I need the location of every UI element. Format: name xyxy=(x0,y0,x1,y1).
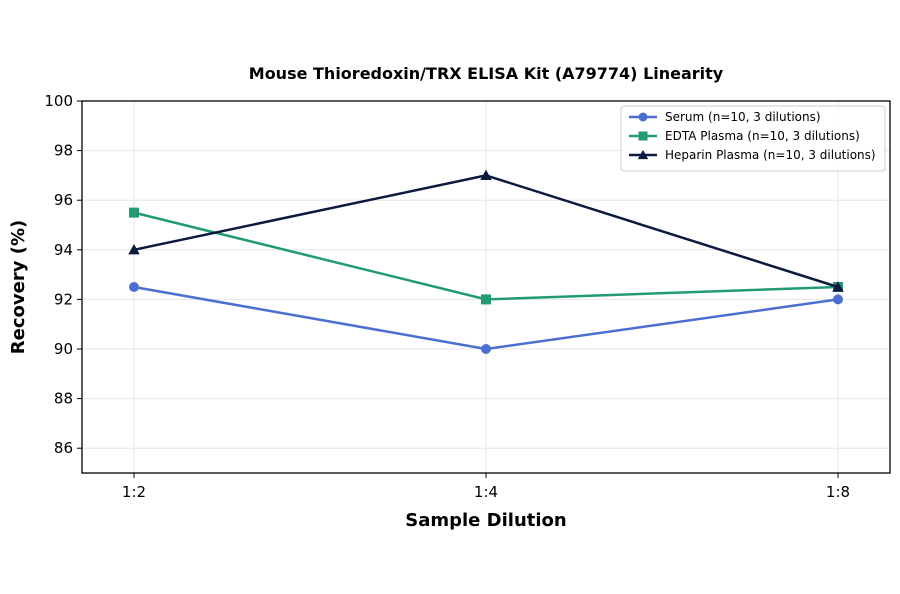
data-point xyxy=(129,282,139,292)
y-tick-label: 88 xyxy=(54,390,73,408)
data-point xyxy=(480,169,492,180)
data-point xyxy=(832,281,844,292)
x-tick-label: 1:2 xyxy=(122,483,146,501)
y-tick-label: 86 xyxy=(54,439,73,457)
x-tick-label: 1:4 xyxy=(474,483,498,501)
data-point xyxy=(481,344,491,354)
x-axis-label: Sample Dilution xyxy=(405,510,566,531)
y-tick-label: 100 xyxy=(44,92,73,110)
series-0 xyxy=(129,282,843,354)
data-point xyxy=(481,294,491,305)
legend-marker xyxy=(637,149,649,160)
y-tick-label: 90 xyxy=(54,340,73,358)
chart-title: Mouse Thioredoxin/TRX ELISA Kit (A79774)… xyxy=(249,64,724,83)
data-point xyxy=(128,244,140,255)
legend-marker xyxy=(638,131,648,141)
data-point xyxy=(129,207,139,218)
legend-item: Serum (n=10, 3 dilutions) xyxy=(629,110,821,124)
y-tick-label: 94 xyxy=(54,241,73,259)
legend-item: Heparin Plasma (n=10, 3 dilutions) xyxy=(629,148,876,162)
legend-label: Serum (n=10, 3 dilutions) xyxy=(665,110,821,124)
y-tick-label: 98 xyxy=(54,142,73,160)
legend-marker xyxy=(638,112,648,122)
y-tick-label: 92 xyxy=(54,290,73,308)
legend-item: EDTA Plasma (n=10, 3 dilutions) xyxy=(629,129,860,143)
y-axis-label: Recovery (%) xyxy=(8,220,29,354)
data-point xyxy=(833,294,843,305)
series-layer xyxy=(128,169,844,354)
x-tick-label: 1:8 xyxy=(826,483,850,501)
legend-label: EDTA Plasma (n=10, 3 dilutions) xyxy=(665,129,860,143)
legend-box xyxy=(620,105,886,172)
axis-ticks: 86 88 90 92 94 96 98 100 1:2 1:4 1:8 xyxy=(44,92,850,501)
legend: Serum (n=10, 3 dilutions) EDTA Plasma (n=… xyxy=(620,105,886,172)
y-tick-label: 96 xyxy=(54,191,73,209)
legend-label: Heparin Plasma (n=10, 3 dilutions) xyxy=(665,148,876,162)
series-2 xyxy=(128,169,844,292)
